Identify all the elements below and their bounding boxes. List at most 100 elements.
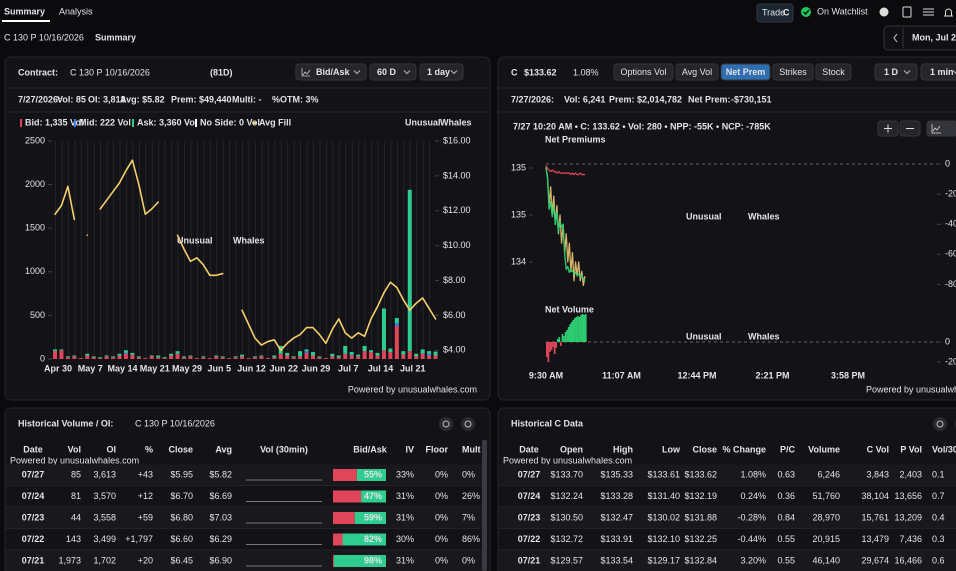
table-cell: 07/24 [518,491,541,501]
chevron-left [893,33,898,43]
chart-tab[interactable] [720,63,771,81]
table-cell: 7,436 [899,534,922,544]
control-label: 1 D [884,67,899,77]
table-cell: 31% [396,491,414,501]
x-tick-label: Jul 21 [400,363,426,373]
plot-grid [52,141,435,359]
volume-bar [375,352,380,356]
bid-ask-cell: 82% [364,534,382,544]
table-cell: +1,797 [125,534,153,544]
ask-side-bar [356,469,386,481]
table-cell: $5.95 [170,469,193,479]
trade-button[interactable] [756,3,794,23]
chart-title: Net Volume [545,304,594,314]
volume-bar [304,352,309,359]
volume-bar [394,325,399,359]
volume-bar [136,357,141,359]
volume-bar [407,351,412,359]
volume-bar [278,353,283,359]
y2-tick-label: $6.00 [443,310,466,320]
table-cell: 13,656 [894,491,922,501]
table-cell: 0.36 [777,491,795,501]
chart-tab[interactable] [772,63,814,81]
table-cell: $133.28 [600,491,633,501]
stat: OI: 3,813 [88,94,126,104]
table-cell: 44 [71,512,81,522]
table-cell: 0.6 [932,555,945,565]
icon-button[interactable] [439,417,453,431]
volume-bar [201,356,206,358]
table-cell: $6.29 [209,534,232,544]
table-cell: 86% [462,534,480,544]
avg-fill-line [54,159,437,352]
table-cell: 0.3 [932,534,945,544]
watermark: Whales [748,211,780,221]
chart-info: 7/27 10:20 AM • C: 133.62 • Vol: 280 • N… [513,121,771,131]
bid-side-bar [333,512,355,524]
y-tick-label: 1000 [25,266,45,276]
control-button[interactable] [369,63,417,81]
trade-symbol: C [783,7,790,17]
y-tick-label: 0 [40,353,45,363]
icon[interactable] [923,8,934,16]
net-volume-bar [550,342,553,350]
volume-bar [53,349,57,352]
volume-bar [65,356,70,358]
chevron [403,70,411,75]
breadcrumb-contract: C 130 P 10/16/2026 [4,32,84,42]
volume-bar [362,351,367,359]
x-tick-label: 12:44 PM [677,370,716,380]
volume-bar [53,351,57,359]
column-header: Close [692,444,717,454]
footer: Powered by unusualwhales.com [503,455,632,465]
stat: -$730,151 [731,94,772,104]
volume-bar [420,353,425,359]
icon-button[interactable] [933,417,947,431]
volume-bar [59,349,64,351]
control-button[interactable] [295,63,367,81]
table-cell: +59 [138,512,153,522]
icon[interactable] [944,8,953,17]
chart-tab[interactable] [815,63,852,81]
chart-tab[interactable] [675,63,719,81]
control-button[interactable] [920,63,956,81]
ask-side-bar [361,490,386,503]
date-picker[interactable] [883,25,956,51]
table-cell: 51,760 [812,491,840,501]
bid-side-bar [333,490,362,503]
net-volume-bar [555,342,558,348]
chart-tab[interactable] [613,63,674,81]
chart-tab-label: Options Vol [620,67,666,77]
control-label: 1 min [930,67,954,77]
table-cell: 0.4 [932,512,945,522]
icon[interactable] [879,7,889,17]
control-button[interactable] [874,63,918,81]
column-header: OI [106,444,116,454]
volume-bar [401,354,406,359]
table-cell: -0.44% [737,534,766,544]
column-header: % Change [722,444,766,454]
table-cell: +12 [138,491,153,501]
table-cell: 15,761 [861,512,889,522]
x-tick-label: Jun 5 [207,363,231,373]
bid-ask-cell: 59% [364,512,382,522]
watermark: Whales [233,235,265,245]
control-button[interactable] [419,63,464,81]
icon-button[interactable] [461,417,475,431]
net-volume-bar [574,318,576,342]
chart-icon [301,68,311,77]
table-cell: 07/22 [22,534,45,544]
bid-side-bar [333,555,335,567]
chart-style[interactable] [926,120,956,137]
volume-bar [162,358,167,359]
table-cell: 38,104 [861,491,889,501]
net-volume-bar [575,317,578,342]
x-tick-label: Jul 14 [368,363,394,373]
volume-bar [240,356,245,359]
panel-label: Contract: [18,67,58,77]
icon[interactable] [902,6,912,18]
net-volume-bar [552,342,554,347]
y2-tick-label: 0 [945,158,950,168]
table-cell: 20,915 [812,534,840,544]
